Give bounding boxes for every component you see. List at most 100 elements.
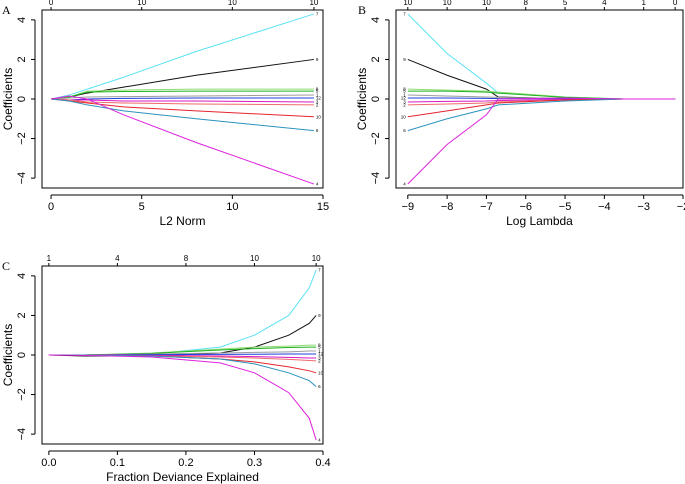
y-tick-label: 4: [370, 17, 382, 23]
series-label-5: 5: [403, 89, 406, 94]
series-line-6: [51, 98, 314, 132]
x-tick-label: −7: [480, 201, 493, 213]
top-tick-label: 10: [312, 254, 321, 263]
series-label-1: 1: [318, 349, 321, 354]
x-tick-label: 0.4: [315, 457, 330, 469]
series-label-12: 12: [401, 96, 407, 101]
series-label-3: 3: [316, 99, 319, 104]
top-tick-label: 10: [137, 0, 146, 7]
x-tick-label: 0.3: [247, 457, 262, 469]
series-line-9: [51, 58, 315, 100]
series-label-6: 6: [316, 128, 319, 133]
series-label-8: 8: [403, 87, 406, 92]
y-axis-title: Coefficients: [1, 68, 15, 130]
x-tick-label: 0.0: [41, 457, 56, 469]
x-tick-label: 10: [226, 201, 238, 213]
series-line-2: [51, 98, 314, 106]
series-label-1: 1: [403, 93, 406, 98]
series-label-7: 7: [403, 11, 406, 16]
x-tick-label: 0: [48, 201, 54, 213]
series-label-9: 9: [403, 57, 406, 62]
series-line-7: [50, 13, 315, 100]
x-tick-label: −6: [519, 201, 532, 213]
series-line-9: [407, 58, 676, 100]
series-label-6: 6: [318, 384, 321, 389]
series-label-4: 4: [316, 182, 319, 187]
top-tick-label: 10: [403, 0, 412, 7]
y-tick-label: −4: [370, 172, 382, 185]
top-tick-label: 4: [115, 254, 120, 263]
panel-letter: B: [358, 3, 366, 17]
series-label-8: 8: [316, 87, 319, 92]
panel-letter: A: [2, 3, 11, 17]
top-tick-label: 1: [47, 254, 52, 263]
top-tick-label: 8: [184, 254, 189, 263]
top-tick-label: 10: [309, 0, 318, 7]
x-tick-label: −4: [598, 201, 611, 213]
series-label-7: 7: [318, 267, 321, 272]
series-label-5: 5: [316, 89, 319, 94]
top-tick-label: 10: [250, 254, 259, 263]
x-tick-label: −9: [402, 201, 415, 213]
series-label-5: 5: [318, 345, 321, 350]
series-line-5: [51, 90, 314, 100]
top-tick-label: 4: [602, 0, 607, 7]
top-tick-label: 1: [641, 0, 646, 7]
top-tick-label: 5: [563, 0, 568, 7]
y-tick-label: −2: [16, 132, 28, 145]
x-tick-label: −5: [559, 201, 572, 213]
series-line-4: [407, 97, 676, 185]
series-line-4: [48, 354, 317, 441]
top-tick-label: 0: [673, 0, 678, 7]
panel-letter: C: [2, 259, 10, 273]
series-label-4: 4: [318, 438, 321, 443]
y-tick-label: −4: [16, 428, 28, 441]
series-line-7: [407, 13, 676, 100]
y-tick-label: −4: [16, 172, 28, 185]
series-label-12: 12: [318, 352, 324, 357]
series-line-8: [407, 88, 676, 100]
panel-c: C 0.0 0.1 0.2 0.3 0.4 −4 −2 0 2 4 1 4 8 10 10 Fraction D…: [1, 254, 330, 484]
series-group: [407, 13, 676, 185]
series-label-10: 10: [401, 114, 407, 119]
y-tick-label: 2: [16, 312, 28, 318]
top-tick-label: 10: [443, 0, 452, 7]
x-tick-label: −3: [637, 201, 650, 213]
x-tick-label: 5: [139, 201, 145, 213]
series-line-7: [48, 269, 317, 356]
y-tick-label: 0: [16, 96, 28, 102]
y-axis-title: Coefficients: [355, 68, 369, 130]
y-tick-label: 2: [16, 56, 28, 62]
series-label-1: 1: [316, 93, 319, 98]
x-axis-title: Log Lambda: [506, 214, 573, 228]
y-tick-label: 4: [16, 17, 28, 23]
top-tick-label: 8: [524, 0, 529, 7]
series-label-2: 2: [403, 102, 406, 107]
top-tick-label: 0: [49, 0, 54, 7]
series-label-9: 9: [316, 57, 319, 62]
x-tick-label: 0.2: [178, 457, 193, 469]
y-axis-title: Coefficients: [1, 324, 15, 386]
series-label-3: 3: [318, 355, 321, 360]
y-tick-label: 0: [370, 96, 382, 102]
y-tick-label: −2: [370, 132, 382, 145]
y-tick-label: −2: [16, 388, 28, 401]
series-label-9: 9: [318, 313, 321, 318]
series-group: [48, 269, 317, 441]
series-label-2: 2: [318, 358, 321, 363]
top-tick-label: 10: [228, 0, 237, 7]
series-label-10: 10: [316, 114, 322, 119]
x-tick-label: 0.1: [110, 457, 125, 469]
series-group: [50, 13, 315, 185]
x-tick-label: −2: [677, 201, 685, 213]
series-label-8: 8: [318, 343, 321, 348]
series-label-12: 12: [316, 96, 322, 101]
series-line-4: [50, 95, 315, 185]
y-tick-label: 4: [16, 273, 28, 279]
x-axis-title: L2 Norm: [159, 214, 205, 228]
series-line-1: [51, 94, 314, 100]
series-label-10: 10: [318, 370, 324, 375]
